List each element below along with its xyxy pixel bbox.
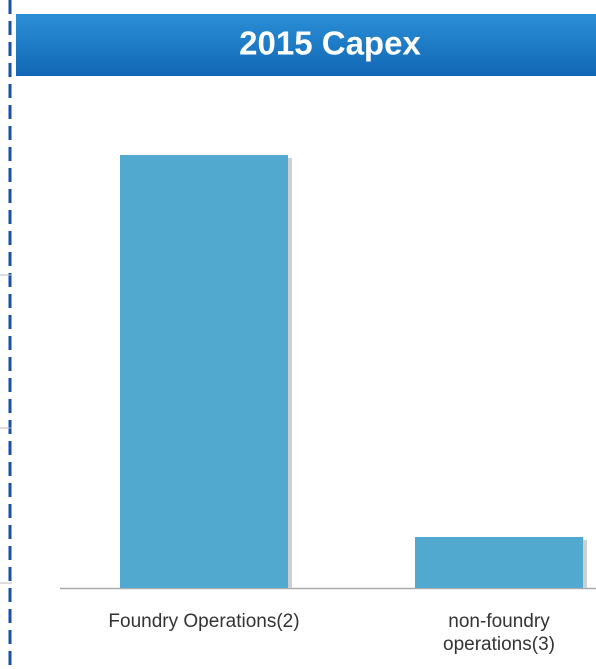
bar (120, 155, 288, 588)
bar (415, 537, 583, 588)
x-tick-label: non-foundry operations(3) (443, 611, 555, 655)
title-banner (16, 14, 596, 76)
chart-title: 2015 Capex (239, 25, 421, 62)
x-tick-label: Foundry Operations(2) (108, 611, 300, 632)
